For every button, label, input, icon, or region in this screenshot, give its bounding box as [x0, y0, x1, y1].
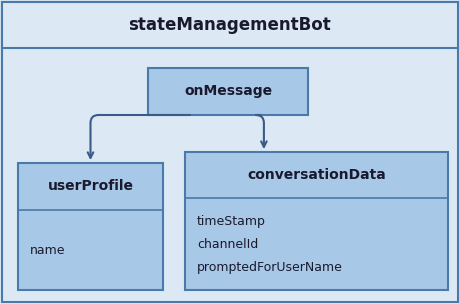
Text: onMessage: onMessage — [184, 85, 271, 98]
Text: name: name — [30, 244, 65, 257]
Text: conversationData: conversationData — [246, 168, 385, 182]
Bar — [18, 163, 162, 290]
Text: userProfile: userProfile — [47, 179, 133, 194]
Text: timeStamp: timeStamp — [196, 215, 265, 227]
Bar — [185, 152, 447, 290]
Text: channelId: channelId — [196, 237, 257, 250]
Bar — [148, 68, 308, 115]
Text: promptedForUserName: promptedForUserName — [196, 261, 342, 274]
Bar — [2, 2, 457, 48]
Text: stateManagementBot: stateManagementBot — [129, 16, 330, 34]
